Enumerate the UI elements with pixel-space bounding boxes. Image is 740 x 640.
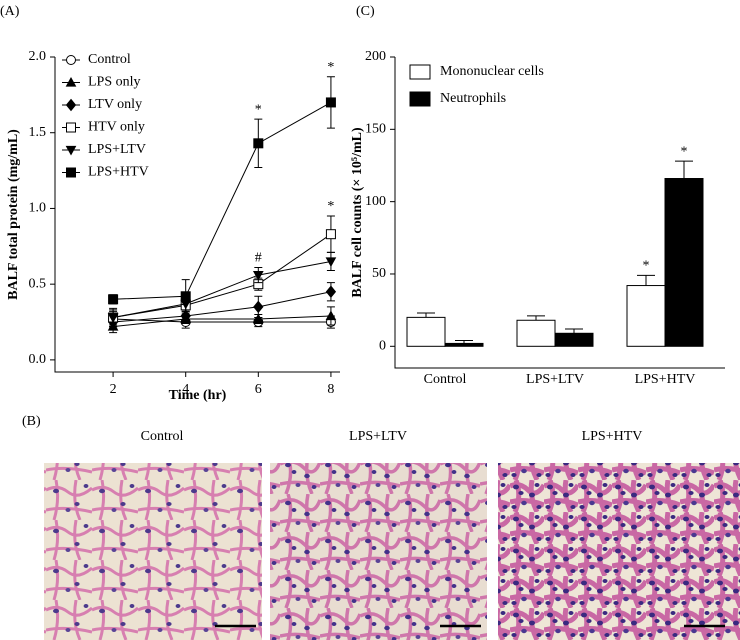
series-line — [113, 318, 331, 323]
micrograph — [498, 463, 740, 640]
panel-label: (A) — [0, 4, 20, 19]
legend-label: LPS+LTV — [88, 142, 146, 157]
y-tick-label: 100 — [365, 194, 386, 209]
y-tick-label: 2.0 — [29, 49, 47, 64]
legend-label: Control — [88, 52, 131, 67]
y-axis-title: BALF cell counts (× 10⁵/mL) — [350, 127, 365, 298]
legend-swatch — [409, 91, 431, 107]
legend-marker — [65, 76, 77, 87]
x-tick-label: Control — [424, 372, 467, 387]
x-tick-label: 2 — [110, 382, 117, 397]
axis-line — [54, 57, 340, 373]
x-tick-label: LPS+LTV — [526, 372, 584, 387]
error-bar — [675, 160, 693, 179]
legend-marker — [66, 167, 76, 178]
error-bar — [417, 312, 435, 318]
marker — [325, 229, 336, 240]
x-tick-label: 4 — [182, 382, 189, 397]
micrograph-label: Control — [141, 429, 184, 444]
y-tick-label: 0 — [379, 339, 386, 354]
marker — [325, 310, 337, 321]
marker — [325, 285, 337, 299]
legend-label: HTV only — [88, 120, 145, 135]
y-tick-label: 0.5 — [29, 276, 47, 291]
bar — [626, 285, 666, 347]
legend-label: Neutrophils — [440, 91, 506, 106]
series-line — [113, 291, 332, 323]
micrograph — [270, 463, 487, 640]
y-axis-title: BALF total protein (mg/mL) — [6, 129, 21, 300]
marker — [325, 257, 337, 267]
y-tick-label: 50 — [372, 266, 386, 281]
bar — [444, 342, 484, 347]
micrograph — [44, 463, 262, 640]
point-label: * — [681, 144, 688, 159]
series-line — [113, 233, 332, 318]
error-bar — [637, 274, 655, 286]
legend-marker — [66, 55, 76, 65]
x-axis-title: Time (hr) — [169, 388, 227, 403]
micrograph-label: LPS+LTV — [349, 429, 407, 444]
series-line — [113, 101, 332, 300]
legend-label: LPS only — [88, 75, 141, 90]
marker — [108, 294, 119, 305]
panel-label: (B) — [22, 414, 41, 429]
legend-label: LTV only — [88, 97, 142, 112]
bar — [406, 316, 446, 347]
point-label: * — [643, 259, 650, 274]
y-tick-label: 1.5 — [29, 125, 47, 140]
error-bar — [527, 315, 545, 321]
point-label: * — [327, 60, 334, 75]
y-tick-label: 200 — [365, 49, 386, 64]
series-line — [113, 315, 331, 328]
x-tick-label: 6 — [255, 382, 262, 397]
legend-swatch — [409, 64, 431, 80]
y-tick-label: 150 — [365, 122, 386, 137]
legend-label: Mononuclear cells — [440, 64, 544, 79]
x-tick-label: 8 — [327, 382, 334, 397]
panel-label: (C) — [356, 4, 375, 19]
marker — [252, 313, 264, 324]
point-label: * — [255, 102, 262, 117]
marker — [107, 313, 119, 324]
marker — [253, 300, 264, 314]
marker — [252, 270, 264, 281]
bar — [554, 332, 594, 347]
y-tick-label: 1.0 — [29, 201, 47, 216]
error-bar — [455, 340, 473, 344]
legend-marker — [66, 122, 76, 133]
bar — [516, 319, 556, 347]
point-label: * — [327, 199, 334, 214]
series-line — [112, 260, 332, 318]
marker — [325, 97, 336, 108]
micrograph-label: LPS+HTV — [582, 429, 643, 444]
x-tick-label: LPS+HTV — [635, 372, 696, 387]
axis-line — [394, 57, 725, 369]
marker — [180, 291, 191, 302]
marker — [253, 138, 264, 149]
bar — [664, 178, 704, 347]
legend-label: LPS+HTV — [88, 165, 149, 180]
point-label: # — [255, 251, 262, 266]
legend-marker — [65, 98, 77, 112]
error-bar — [565, 328, 583, 334]
legend-marker — [65, 145, 77, 156]
y-tick-label: 0.0 — [29, 352, 47, 367]
